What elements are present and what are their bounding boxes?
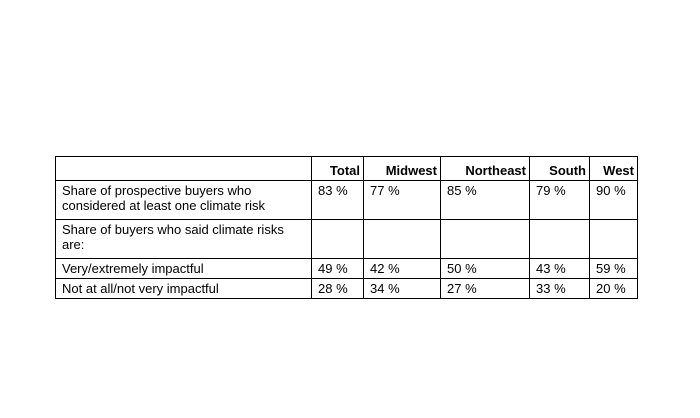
cell-northeast: 27 % (440, 278, 530, 299)
cell-south: 79 % (529, 180, 590, 220)
cell-west: 90 % (589, 180, 638, 220)
table-row: Share of buyers who said climate risks a… (55, 219, 638, 259)
cell-northeast (440, 219, 530, 259)
cell-northeast: 50 % (440, 258, 530, 279)
cell-northeast: 85 % (440, 180, 530, 220)
row-label: Share of prospective buyers who consider… (55, 180, 312, 220)
cell-total: 28 % (311, 278, 364, 299)
cell-west: 20 % (589, 278, 638, 299)
cell-total: 83 % (311, 180, 364, 220)
row-label: Very/extremely impactful (55, 258, 312, 279)
table-row: Share of prospective buyers who consider… (55, 180, 638, 220)
cell-midwest: 42 % (363, 258, 441, 279)
climate-risk-table: Total Midwest Northeast South West Share… (55, 156, 638, 299)
cell-midwest (363, 219, 441, 259)
cell-south (529, 219, 590, 259)
header-cell-midwest: Midwest (363, 156, 441, 181)
cell-total (311, 219, 364, 259)
header-cell-northeast: Northeast (440, 156, 530, 181)
table-row: Not at all/not very impactful 28 % 34 % … (55, 278, 638, 299)
row-label: Share of buyers who said climate risks a… (55, 219, 312, 259)
header-cell-blank (55, 156, 312, 181)
cell-west (589, 219, 638, 259)
table-row: Very/extremely impactful 49 % 42 % 50 % … (55, 258, 638, 279)
cell-west: 59 % (589, 258, 638, 279)
header-cell-total: Total (311, 156, 364, 181)
row-label: Not at all/not very impactful (55, 278, 312, 299)
cell-total: 49 % (311, 258, 364, 279)
table-header-row: Total Midwest Northeast South West (55, 156, 638, 181)
cell-south: 33 % (529, 278, 590, 299)
cell-midwest: 34 % (363, 278, 441, 299)
header-cell-south: South (529, 156, 590, 181)
cell-midwest: 77 % (363, 180, 441, 220)
cell-south: 43 % (529, 258, 590, 279)
header-cell-west: West (589, 156, 638, 181)
